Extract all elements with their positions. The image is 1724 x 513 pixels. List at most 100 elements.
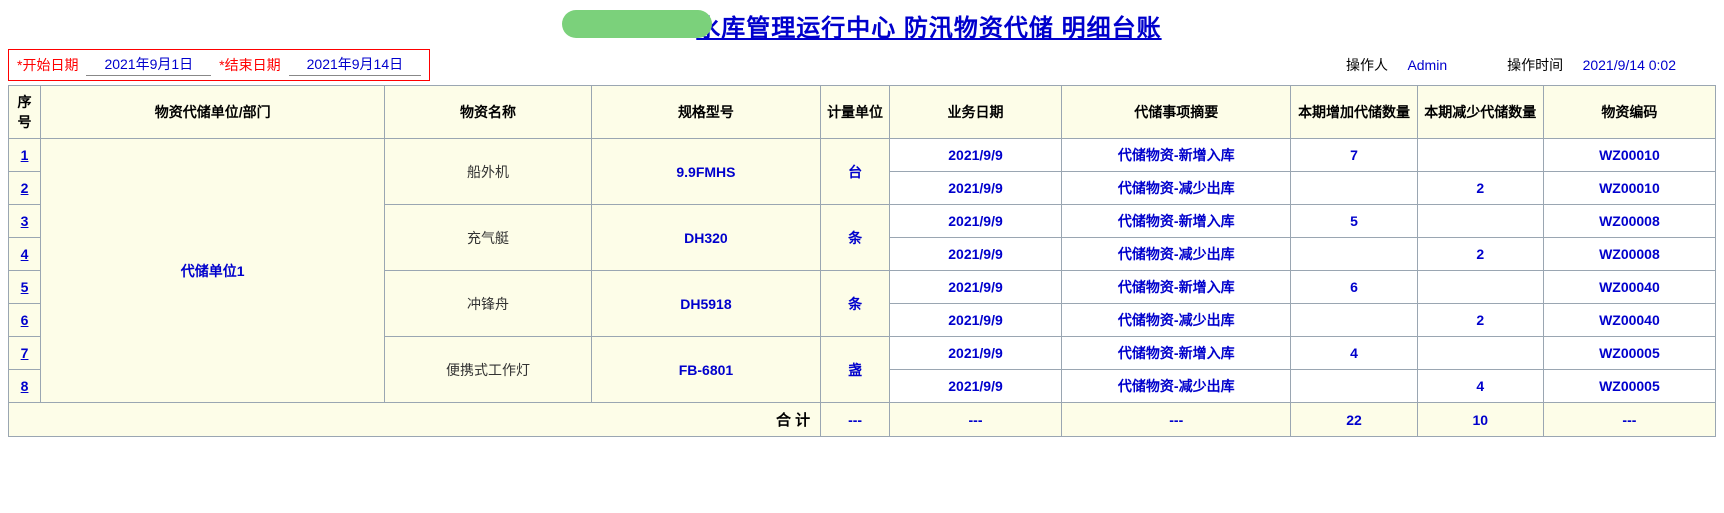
cell-measure: 条 <box>821 271 890 337</box>
ledger-table: 序号 物资代储单位/部门 物资名称 规格型号 计量单位 业务日期 代储事项摘要 … <box>8 85 1716 437</box>
cell-seq: 1 <box>9 139 41 172</box>
cell-code: WZ00005 <box>1543 337 1715 370</box>
cell-summary: 代储物资-减少出库 <box>1062 172 1291 205</box>
start-date-label: *开始日期 <box>17 55 78 75</box>
th-meas: 计量单位 <box>821 86 890 139</box>
cell-summary: 代储物资-减少出库 <box>1062 238 1291 271</box>
cell-material-name: 充气艇 <box>385 205 591 271</box>
cell-date: 2021/9/9 <box>889 337 1061 370</box>
cell-inc <box>1291 172 1417 205</box>
th-code: 物资编码 <box>1543 86 1715 139</box>
cell-summary: 代储物资-新增入库 <box>1062 205 1291 238</box>
cell-inc: 5 <box>1291 205 1417 238</box>
cell-seq: 7 <box>9 337 41 370</box>
cell-inc: 7 <box>1291 139 1417 172</box>
cell-date: 2021/9/9 <box>889 139 1061 172</box>
cell-code: WZ00005 <box>1543 370 1715 403</box>
cell-spec: DH320 <box>591 205 820 271</box>
cell-summary: 代储物资-减少出库 <box>1062 304 1291 337</box>
cell-spec: FB-6801 <box>591 337 820 403</box>
cell-dec <box>1417 205 1543 238</box>
cell-seq: 8 <box>9 370 41 403</box>
total-label: 合 计 <box>9 403 821 437</box>
seq-link[interactable]: 7 <box>21 345 29 361</box>
cell-measure: 盏 <box>821 337 890 403</box>
th-unit: 物资代储单位/部门 <box>41 86 385 139</box>
cell-seq: 2 <box>9 172 41 205</box>
cell-measure: 条 <box>821 205 890 271</box>
cell-measure: 台 <box>821 139 890 205</box>
cell-spec: 9.9FMHS <box>591 139 820 205</box>
end-date-value: 2021年9月14日 <box>289 54 422 76</box>
cell-inc <box>1291 304 1417 337</box>
total-row: 合 计---------2210--- <box>9 403 1716 437</box>
cell-summary: 代储物资-新增入库 <box>1062 337 1291 370</box>
total-dash: --- <box>1543 403 1715 437</box>
cell-seq: 3 <box>9 205 41 238</box>
meta-row: *开始日期 2021年9月1日 *结束日期 2021年9月14日 操作人 Adm… <box>8 49 1716 81</box>
operator-label: 操作人 <box>1346 57 1388 73</box>
cell-date: 2021/9/9 <box>889 205 1061 238</box>
seq-link[interactable]: 2 <box>21 180 29 196</box>
cell-date: 2021/9/9 <box>889 271 1061 304</box>
table-body: 1代储单位1船外机9.9FMHS台2021/9/9代储物资-新增入库7WZ000… <box>9 139 1716 437</box>
cell-inc: 6 <box>1291 271 1417 304</box>
title-pill <box>562 10 712 38</box>
operator-value: Admin <box>1407 57 1447 73</box>
cell-code: WZ00010 <box>1543 172 1715 205</box>
seq-link[interactable]: 3 <box>21 213 29 229</box>
cell-material-name: 便携式工作灯 <box>385 337 591 403</box>
th-date: 业务日期 <box>889 86 1061 139</box>
end-date-label: *结束日期 <box>219 55 280 75</box>
cell-date: 2021/9/9 <box>889 238 1061 271</box>
cell-material-name: 船外机 <box>385 139 591 205</box>
cell-dec: 4 <box>1417 370 1543 403</box>
cell-code: WZ00040 <box>1543 271 1715 304</box>
cell-dec: 2 <box>1417 172 1543 205</box>
cell-seq: 6 <box>9 304 41 337</box>
total-dash: --- <box>1062 403 1291 437</box>
seq-link[interactable]: 1 <box>21 147 29 163</box>
total-dash: --- <box>889 403 1061 437</box>
th-inc: 本期增加代储数量 <box>1291 86 1417 139</box>
start-date-value: 2021年9月1日 <box>86 54 211 76</box>
page-title-row: 水库管理运行中心 防汛物资代储 明细台账 <box>8 8 1716 43</box>
cell-spec: DH5918 <box>591 271 820 337</box>
th-summ: 代储事项摘要 <box>1062 86 1291 139</box>
meta-right: 操作人 Admin 操作时间 2021/9/14 0:02 <box>1346 55 1716 75</box>
seq-link[interactable]: 5 <box>21 279 29 295</box>
date-range-box: *开始日期 2021年9月1日 *结束日期 2021年9月14日 <box>8 49 430 81</box>
total-dash: --- <box>821 403 890 437</box>
cell-date: 2021/9/9 <box>889 172 1061 205</box>
cell-material-name: 冲锋舟 <box>385 271 591 337</box>
optime-value: 2021/9/14 0:02 <box>1583 57 1676 73</box>
cell-date: 2021/9/9 <box>889 304 1061 337</box>
cell-dec: 2 <box>1417 304 1543 337</box>
cell-code: WZ00008 <box>1543 238 1715 271</box>
total-inc: 22 <box>1291 403 1417 437</box>
table-head: 序号 物资代储单位/部门 物资名称 规格型号 计量单位 业务日期 代储事项摘要 … <box>9 86 1716 139</box>
cell-seq: 4 <box>9 238 41 271</box>
cell-code: WZ00040 <box>1543 304 1715 337</box>
seq-link[interactable]: 8 <box>21 378 29 394</box>
optime-label: 操作时间 <box>1507 57 1563 73</box>
cell-dec <box>1417 139 1543 172</box>
table-row: 1代储单位1船外机9.9FMHS台2021/9/9代储物资-新增入库7WZ000… <box>9 139 1716 172</box>
th-spec: 规格型号 <box>591 86 820 139</box>
th-seq: 序号 <box>9 86 41 139</box>
cell-code: WZ00008 <box>1543 205 1715 238</box>
cell-summary: 代储物资-新增入库 <box>1062 139 1291 172</box>
seq-link[interactable]: 6 <box>21 312 29 328</box>
cell-inc: 4 <box>1291 337 1417 370</box>
th-dec: 本期减少代储数量 <box>1417 86 1543 139</box>
seq-link[interactable]: 4 <box>21 246 29 262</box>
cell-dec <box>1417 271 1543 304</box>
cell-unit: 代储单位1 <box>41 139 385 403</box>
cell-seq: 5 <box>9 271 41 304</box>
total-dec: 10 <box>1417 403 1543 437</box>
cell-dec <box>1417 337 1543 370</box>
page-title: 水库管理运行中心 防汛物资代储 明细台账 <box>696 8 1161 43</box>
th-name: 物资名称 <box>385 86 591 139</box>
cell-date: 2021/9/9 <box>889 370 1061 403</box>
cell-inc <box>1291 370 1417 403</box>
